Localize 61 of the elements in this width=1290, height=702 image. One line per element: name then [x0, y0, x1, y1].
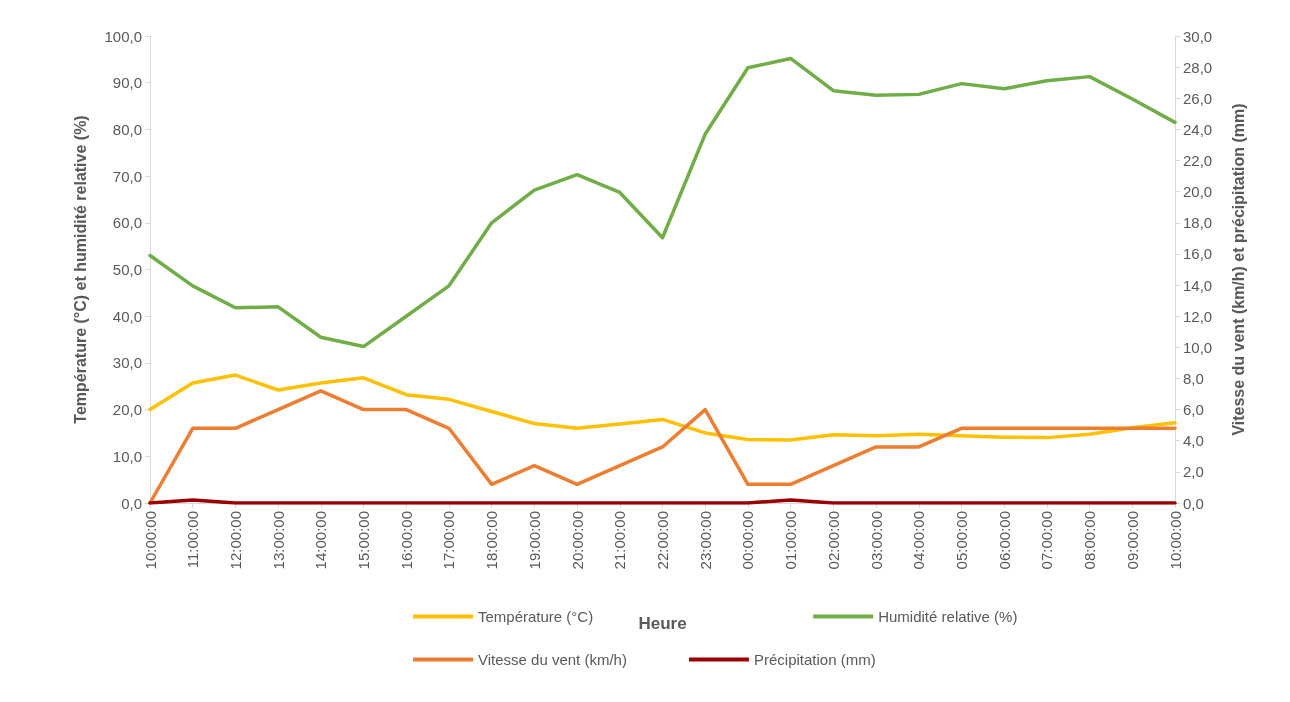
x-tick-label: 15:00:00 [355, 511, 373, 570]
y2-tick-label: 0,0 [1183, 494, 1204, 512]
x-tick-label: 19:00:00 [525, 511, 543, 570]
x-tick-label: 00:00:00 [739, 511, 757, 570]
x-tick-label: 08:00:00 [1081, 511, 1099, 570]
y2-tick-label: 30,0 [1183, 27, 1213, 45]
y-tick-label: 20,0 [112, 401, 142, 419]
x-axis-title: Heure [638, 614, 687, 633]
y-tick-label: 60,0 [112, 214, 142, 232]
y-tick-label: 90,0 [112, 74, 142, 92]
y2-tick-label: 18,0 [1183, 214, 1213, 232]
x-tick-label: 10:00:00 [1166, 511, 1184, 570]
y-tick-label: 0,0 [121, 494, 142, 512]
x-tick-label: 01:00:00 [782, 511, 800, 570]
y2-tick-label: 16,0 [1183, 245, 1213, 263]
y-tick-label: 10,0 [112, 447, 142, 465]
x-tick-label: 05:00:00 [952, 511, 970, 570]
x-tick-label: 06:00:00 [995, 511, 1013, 570]
y2-tick-label: 26,0 [1183, 89, 1213, 107]
line-series [148, 56, 1177, 349]
x-tick-label: 17:00:00 [440, 511, 458, 570]
y2-tick-label: 6,0 [1183, 401, 1204, 419]
y-tick-label: 70,0 [112, 167, 142, 185]
x-tick-label: 09:00:00 [1123, 511, 1141, 570]
y2-tick-label: 12,0 [1183, 307, 1213, 325]
legend-label: Précipitation (mm) [753, 651, 876, 668]
y2-axis-title: Vitesse du vent (km/h) et précipitation (mm) [1229, 103, 1247, 436]
x-tick-label: 20:00:00 [568, 511, 586, 570]
y2-tick-label: 20,0 [1183, 183, 1213, 201]
x-tick-label: 16:00:00 [397, 511, 415, 570]
x-tick-label: 10:00:00 [141, 511, 159, 570]
y2-tick-label: 14,0 [1183, 276, 1213, 294]
x-tick-label: 23:00:00 [696, 511, 714, 570]
x-tick-label: 07:00:00 [1038, 511, 1056, 570]
y2-tick-label: 10,0 [1183, 338, 1213, 356]
x-tick-label: 18:00:00 [483, 511, 501, 570]
x-tick-label: 14:00:00 [312, 511, 330, 570]
x-tick-label: 13:00:00 [269, 511, 287, 570]
y-tick-label: 50,0 [112, 261, 142, 278]
y-axis-title: Température (°C) et humidité relative (%) [71, 115, 89, 424]
y-tick-label: 30,0 [112, 354, 142, 372]
y-tick-label: 80,0 [112, 120, 142, 138]
x-tick-label: 21:00:00 [611, 511, 629, 570]
y2-tick-label: 8,0 [1183, 369, 1204, 387]
legend-label: Humidité relative (%) [878, 608, 1018, 625]
x-tick-label: 03:00:00 [867, 511, 885, 570]
legend-label: Température (°C) [478, 608, 594, 625]
x-tick-label: 12:00:00 [226, 511, 244, 570]
y-tick-label: 40,0 [112, 307, 142, 325]
y2-tick-label: 2,0 [1183, 463, 1204, 481]
y2-tick-label: 4,0 [1183, 432, 1204, 450]
line-series [148, 373, 1177, 442]
y2-tick-label: 22,0 [1183, 152, 1213, 170]
x-tick-label: 11:00:00 [184, 511, 202, 569]
y-tick-label: 100,0 [104, 27, 142, 45]
x-tick-label: 22:00:00 [654, 511, 671, 570]
y2-tick-label: 28,0 [1183, 58, 1213, 76]
x-tick-label: 04:00:00 [910, 511, 928, 570]
x-tick-label: 02:00:00 [824, 511, 842, 570]
y2-tick-label: 24,0 [1183, 120, 1213, 138]
legend-label: Vitesse du vent (km/h) [478, 651, 627, 668]
